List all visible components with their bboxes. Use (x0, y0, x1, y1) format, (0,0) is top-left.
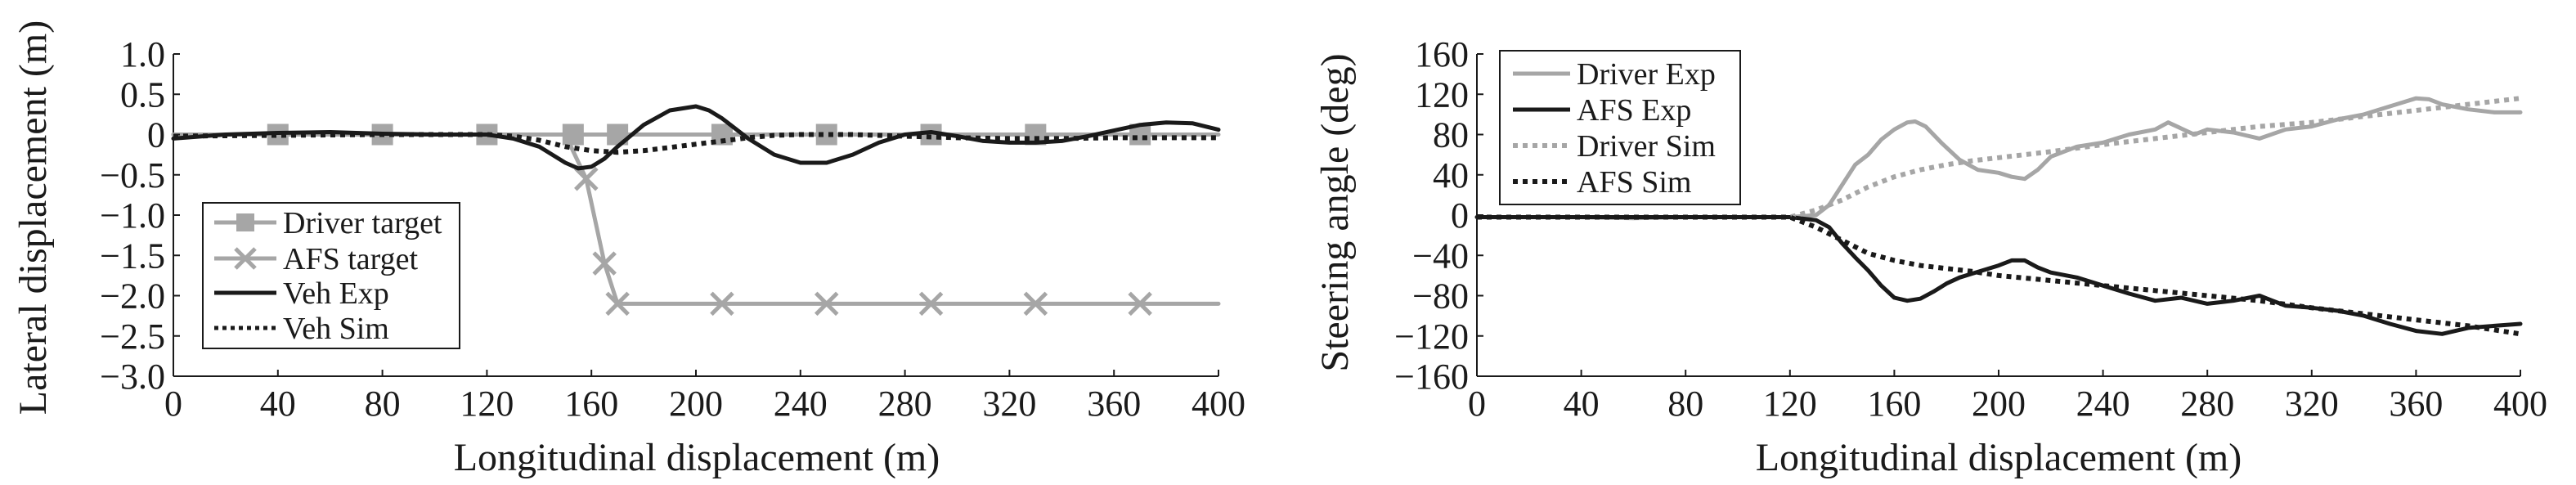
steering-x-tick-label: 160 (1867, 384, 1921, 424)
lateral-x-tick-label: 0 (164, 384, 182, 424)
afs-target-point (1023, 291, 1048, 317)
steering-x-tick-label: 0 (1468, 384, 1486, 424)
afs-target-point (710, 291, 734, 317)
steering-x-tick-label: 200 (1972, 384, 2026, 424)
steering-x-axis-label: Longitudinal displacement (m) (1756, 436, 2242, 479)
legend-item-driver-exp: Driver Exp (1513, 57, 1716, 92)
x-marker-icon (234, 247, 257, 270)
lateral-x-tick-label: 360 (1087, 384, 1141, 424)
steering-y-tick-label: 80 (1433, 115, 1469, 155)
steering-y-tick-label: 0 (1451, 195, 1469, 236)
series-line-afs-sim (1477, 214, 2521, 337)
legend-label-driver-exp: Driver Exp (1577, 57, 1716, 92)
series-line-veh-sim (173, 132, 1218, 155)
steering-y-tick-label: 160 (1415, 34, 1469, 74)
steering-x-tick-label: 320 (2285, 384, 2339, 424)
steering-y-tick-label: −160 (1394, 357, 1469, 397)
steering-plot-area (1474, 54, 2523, 377)
legend-item-veh-exp: Veh Exp (214, 276, 389, 311)
afs-target-point (814, 291, 839, 317)
legend-item-afs-sim: AFS Sim (1513, 165, 1691, 200)
steering-x-tick-label: 280 (2180, 384, 2234, 424)
lateral-x-tick-label: 320 (982, 384, 1036, 424)
steering-y-tick-label: −120 (1394, 317, 1469, 357)
lateral-legend: Driver target AFS target Veh Exp Veh Sim (202, 202, 460, 349)
legend-label-driver-target: Driver target (283, 206, 442, 240)
legend-label-afs-exp: AFS Exp (1577, 93, 1691, 128)
legend-item-afs-target: AFS target (214, 242, 418, 276)
lateral-y-tick-label: 0.5 (120, 74, 165, 115)
lateral-y-tick-label: −0.5 (100, 155, 165, 195)
series-line-afs-exp (1474, 215, 2523, 336)
lateral-x-tick-label: 240 (774, 384, 828, 424)
lateral-y-tick-label: 1.0 (120, 34, 165, 74)
legend-label-veh-sim: Veh Sim (283, 312, 389, 346)
steering-x-tick-label: 360 (2389, 384, 2443, 424)
legend-label-driver-sim: Driver Sim (1577, 129, 1716, 164)
steering-x-tick-label: 400 (2493, 384, 2547, 424)
legend-label-afs-sim: AFS Sim (1577, 165, 1691, 200)
steering-y-tick-label: −40 (1412, 236, 1469, 276)
lateral-y-ticks: 1.00.50−0.5−1.0−1.5−2.0−2.5−3.0 (100, 34, 180, 397)
lateral-y-tick-label: 0 (147, 115, 165, 155)
legend-label-veh-exp: Veh Exp (283, 276, 389, 311)
afs-target-point (574, 166, 599, 191)
afs-target-point (605, 291, 630, 317)
lateral-x-tick-label: 120 (460, 384, 514, 424)
lateral-y-tick-label: −2.5 (100, 317, 165, 357)
lateral-x-axis-label: Longitudinal displacement (m) (454, 436, 940, 479)
steering-legend: Driver Exp AFS Exp Driver Sim AFS Sim (1499, 50, 1741, 205)
steering-y-tick-label: −80 (1412, 276, 1469, 317)
lateral-x-tick-label: 40 (260, 384, 296, 424)
lateral-x-ticks: 0 40 80 120 160 200 240 280 320 360 400 (164, 370, 1245, 424)
lateral-x-tick-label: 280 (878, 384, 932, 424)
steering-x-tick-label: 120 (1763, 384, 1817, 424)
legend-item-driver-sim: Driver Sim (1513, 129, 1716, 164)
steering-y-tick-label: 40 (1433, 155, 1469, 195)
steering-angle-chart: 0 40 80 120 160 200 240 280 320 360 400 1601208040… (1313, 34, 2547, 479)
steering-y-tick-label: 120 (1415, 74, 1469, 115)
steering-x-tick-label: 240 (2076, 384, 2130, 424)
legend-item-veh-sim: Veh Sim (214, 312, 389, 346)
series-line-veh-exp (171, 104, 1221, 171)
lateral-displacement-chart: 0 40 80 120 160 200 240 280 320 360 400 1.00.50−0.… (11, 20, 1245, 479)
lateral-x-tick-label: 400 (1192, 384, 1245, 424)
afs-target-point (918, 291, 944, 317)
lateral-y-tick-label: −1.0 (100, 195, 165, 236)
legend-item-afs-exp: AFS Exp (1513, 93, 1691, 128)
lateral-y-tick-label: −1.5 (100, 236, 165, 276)
series-line-driver-exp (1474, 96, 2523, 221)
afs-target-point (1128, 291, 1152, 317)
legend-item-driver-target: Driver target (214, 206, 442, 240)
lateral-x-tick-label: 200 (669, 384, 723, 424)
steering-x-tick-label: 80 (1667, 384, 1703, 424)
series-line-driver-sim (1477, 96, 2521, 220)
afs-target-point (592, 251, 617, 276)
lateral-x-tick-label: 160 (564, 384, 618, 424)
steering-legend-frame (1499, 50, 1741, 205)
lateral-y-tick-label: −2.0 (100, 276, 165, 317)
steering-y-axis-label: Steering angle (deg) (1313, 53, 1357, 371)
lateral-x-tick-label: 80 (365, 384, 401, 424)
legend-label-afs-target: AFS target (283, 242, 418, 276)
lateral-y-tick-label: −3.0 (100, 357, 165, 397)
steering-x-tick-label: 40 (1564, 384, 1600, 424)
square-marker-icon (236, 213, 254, 231)
series-line-afs-target (171, 132, 1221, 306)
lateral-y-axis-label: Lateral displacement (m) (11, 20, 55, 415)
lateral-plot-area (171, 54, 1221, 377)
steering-x-ticks: 0 40 80 120 160 200 240 280 320 360 400 (1468, 370, 2547, 424)
